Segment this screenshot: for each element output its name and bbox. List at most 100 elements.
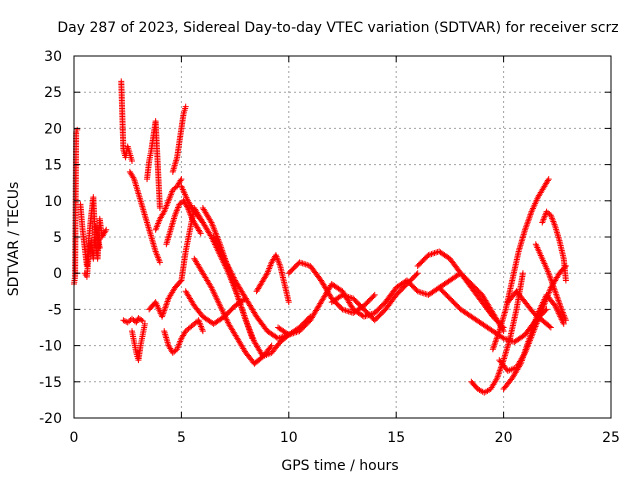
x-tick-label: 15 bbox=[387, 430, 405, 446]
data-point bbox=[499, 334, 506, 341]
data-point bbox=[430, 250, 437, 257]
data-point bbox=[102, 228, 109, 235]
data-point bbox=[217, 248, 224, 255]
data-point bbox=[242, 295, 249, 302]
data-point bbox=[299, 260, 306, 267]
data-point bbox=[431, 250, 438, 257]
data-point bbox=[547, 324, 554, 331]
data-point bbox=[263, 271, 270, 278]
data-point bbox=[215, 244, 222, 251]
data-point bbox=[156, 259, 163, 266]
data-point bbox=[285, 299, 292, 306]
y-tick-label: -20 bbox=[39, 411, 62, 427]
data-point bbox=[199, 328, 206, 335]
data-point bbox=[241, 296, 248, 303]
data-point bbox=[546, 323, 553, 330]
y-tick-label: 30 bbox=[44, 49, 62, 65]
data-point bbox=[207, 218, 214, 225]
data-point bbox=[133, 319, 140, 326]
data-point bbox=[420, 290, 427, 297]
x-tick-label: 25 bbox=[602, 430, 620, 446]
x-tick-label: 20 bbox=[495, 430, 513, 446]
data-point bbox=[560, 320, 567, 327]
data-point bbox=[214, 242, 221, 249]
data-point bbox=[414, 270, 421, 277]
data-point bbox=[222, 257, 229, 264]
y-tick-label: -5 bbox=[48, 302, 62, 318]
data-point bbox=[413, 271, 420, 278]
y-axis-label: SDTVAR / TECUs bbox=[6, 182, 22, 297]
data-point bbox=[217, 247, 224, 254]
axis-ticks: 0 5 10 15 20 25 -20 -15 -10 -5 0 5 10 15 20 25 30 bbox=[39, 49, 620, 446]
data-point bbox=[178, 176, 185, 183]
data-point bbox=[228, 270, 235, 277]
data-point bbox=[196, 228, 203, 235]
data-point bbox=[301, 260, 308, 267]
data-point bbox=[225, 264, 232, 271]
y-tick-label: -15 bbox=[39, 375, 62, 391]
data-point bbox=[562, 317, 569, 324]
data-point bbox=[74, 126, 81, 133]
data-point bbox=[229, 271, 236, 278]
data-point bbox=[302, 261, 309, 268]
data-point bbox=[130, 174, 137, 181]
data-point bbox=[197, 230, 204, 237]
data-point bbox=[516, 362, 523, 369]
y-tick-label: 20 bbox=[44, 121, 62, 137]
data-point bbox=[211, 235, 218, 242]
data-point bbox=[219, 252, 226, 259]
data-point bbox=[96, 244, 103, 251]
data-point bbox=[138, 317, 145, 324]
data-point bbox=[182, 103, 189, 110]
data-point bbox=[222, 258, 229, 265]
data-point bbox=[268, 342, 275, 349]
data-point bbox=[227, 268, 234, 275]
x-tick-label: 5 bbox=[177, 430, 186, 446]
data-point bbox=[227, 267, 234, 274]
y-tick-label: 25 bbox=[44, 85, 62, 101]
data-point bbox=[419, 289, 426, 296]
data-point bbox=[230, 274, 237, 281]
data-point bbox=[226, 265, 233, 272]
y-tick-label: -10 bbox=[39, 339, 62, 355]
data-point bbox=[212, 238, 219, 245]
data-point bbox=[156, 205, 163, 212]
data-point bbox=[229, 273, 236, 280]
chart-title: Day 287 of 2023, Sidereal Day-to-day VTE… bbox=[57, 20, 618, 36]
data-points bbox=[71, 78, 569, 396]
data-point bbox=[128, 157, 135, 164]
data-point bbox=[214, 241, 221, 248]
y-tick-label: 15 bbox=[44, 158, 62, 174]
data-point bbox=[141, 320, 148, 327]
data-point bbox=[213, 239, 220, 246]
data-point bbox=[177, 177, 184, 184]
data-point bbox=[344, 307, 351, 314]
data-point bbox=[370, 293, 377, 300]
x-tick-label: 10 bbox=[280, 430, 298, 446]
data-point bbox=[212, 236, 219, 243]
data-point bbox=[221, 255, 228, 262]
data-point bbox=[224, 262, 231, 269]
y-tick-label: 10 bbox=[44, 194, 62, 210]
y-tick-label: 5 bbox=[53, 230, 62, 246]
data-point bbox=[371, 291, 378, 298]
data-point bbox=[216, 245, 223, 252]
y-tick-label: 0 bbox=[53, 266, 62, 282]
data-point bbox=[519, 270, 526, 277]
data-point bbox=[210, 234, 217, 240]
data-point bbox=[160, 210, 167, 217]
x-axis-label: GPS time / hours bbox=[281, 458, 398, 474]
data-point bbox=[177, 278, 184, 285]
data-point bbox=[562, 277, 569, 284]
data-point bbox=[223, 260, 230, 267]
data-point bbox=[545, 176, 552, 183]
data-point bbox=[267, 343, 274, 350]
data-point bbox=[224, 261, 231, 268]
data-point bbox=[544, 177, 551, 184]
grid-lines bbox=[74, 56, 611, 418]
data-point bbox=[103, 226, 110, 233]
data-point bbox=[219, 251, 226, 258]
data-point bbox=[120, 317, 127, 324]
x-tick-label: 0 bbox=[70, 430, 79, 446]
